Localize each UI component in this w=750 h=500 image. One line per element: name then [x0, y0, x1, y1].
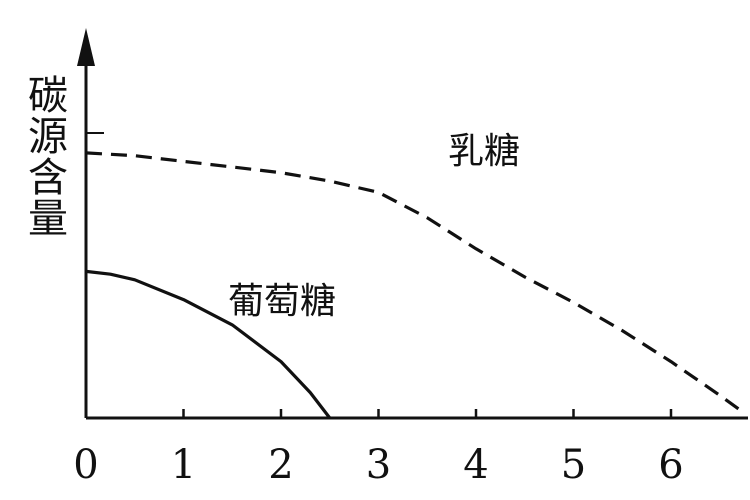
y-axis-arrow [77, 28, 95, 66]
x-ticks: 0 1 2 3 4 5 6 [73, 409, 684, 488]
x-tick-label: 4 [463, 442, 488, 488]
x-tick-label: 2 [268, 442, 293, 488]
series-label-glucose: 葡萄糖 [228, 281, 336, 322]
x-tick-label: 6 [658, 442, 683, 488]
x-tick-label: 5 [561, 442, 586, 488]
x-tick-label: 0 [73, 442, 98, 488]
series-label-lactose: 乳糖 [448, 131, 520, 172]
series-line-lactose [85, 151, 741, 411]
y-axis-label: 碳源含量 [28, 73, 68, 242]
x-tick-label: 3 [366, 442, 391, 488]
x-tick-label: 1 [171, 442, 196, 488]
series-lines [85, 151, 741, 419]
axes [77, 28, 748, 420]
series-line-glucose [85, 269, 332, 419]
